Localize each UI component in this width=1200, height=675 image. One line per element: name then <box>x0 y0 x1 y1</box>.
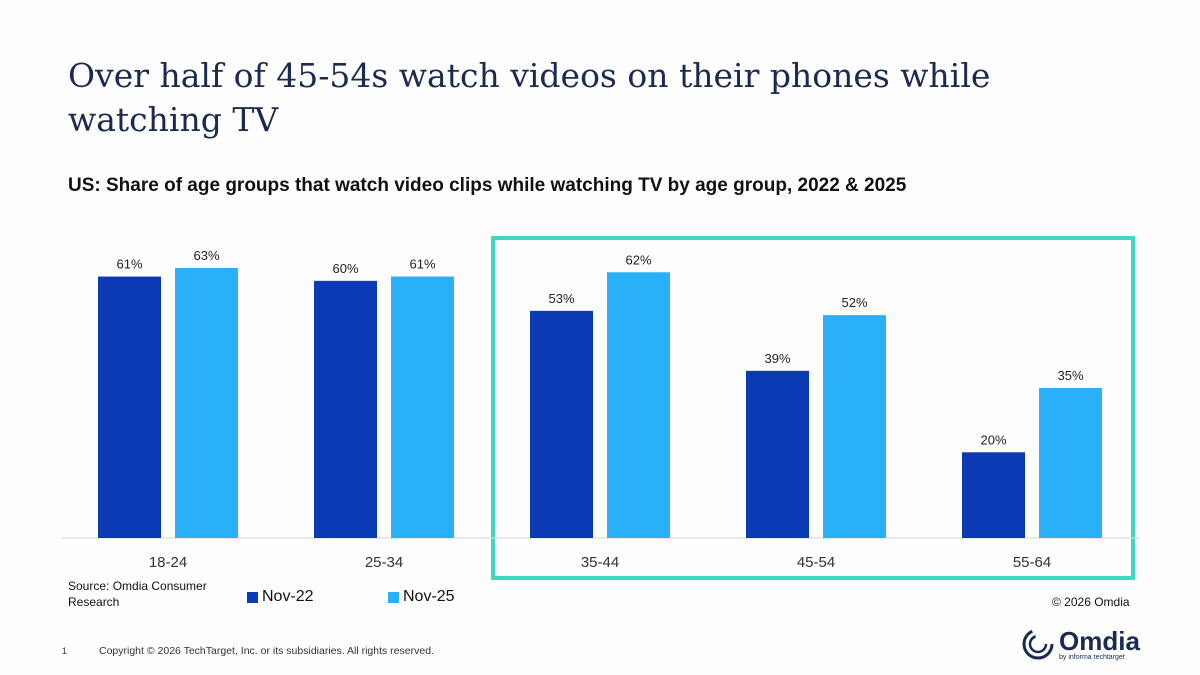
data-label: 61% <box>409 257 435 272</box>
bar-nov-22-55-64 <box>962 452 1025 538</box>
data-label: 61% <box>116 257 142 272</box>
chart-title: US: Share of age groups that watch video… <box>68 175 907 196</box>
legend-item-nov22: Nov-22 <box>247 588 314 606</box>
omdia-logo: Omdia by informa techtarget <box>1020 626 1140 662</box>
x-tick-label: 45-54 <box>797 554 835 571</box>
logo-tagline: by informa techtarget <box>1059 653 1125 661</box>
legend-swatch <box>388 591 399 603</box>
data-label: 63% <box>193 248 219 263</box>
copyright-text: Copyright © 2026 TechTarget, Inc. or its… <box>99 645 434 657</box>
x-tick-label: 35-44 <box>581 554 619 571</box>
bar-nov-22-35-44 <box>530 310 593 538</box>
bar-nov-22-45-54 <box>746 370 809 538</box>
x-tick-label: 55-64 <box>1013 554 1051 571</box>
highlight-box <box>491 236 1135 580</box>
data-label: 62% <box>625 252 651 267</box>
legend-label: Nov-22 <box>262 588 314 605</box>
bar-nov-25-25-34 <box>391 276 454 538</box>
x-tick-label: 25-34 <box>365 554 403 571</box>
page-number: 1 <box>62 646 68 656</box>
data-label: 60% <box>332 261 358 276</box>
slide-title: Over half of 45-54s watch videos on thei… <box>68 56 991 139</box>
omdia-copyright: © 2026 Omdia <box>1052 595 1130 609</box>
bar-nov-25-45-54 <box>823 315 886 538</box>
data-label: 20% <box>980 432 1006 447</box>
legend-item-nov25: Nov-25 <box>388 588 455 606</box>
legend-swatch <box>247 591 258 603</box>
data-label: 53% <box>548 291 574 306</box>
bar-nov-25-35-44 <box>607 272 670 538</box>
bar-nov-22-18-24 <box>98 276 161 538</box>
logo-wordmark: Omdia <box>1059 625 1140 656</box>
x-tick-label: 18-24 <box>149 554 187 571</box>
omdia-logo-icon <box>1022 628 1054 660</box>
source-note: Source: Omdia Consumer Research <box>68 579 207 609</box>
bar-nov-25-18-24 <box>175 267 238 538</box>
data-label: 39% <box>764 351 790 366</box>
data-label: 35% <box>1057 368 1083 383</box>
bar-nov-22-25-34 <box>314 280 377 538</box>
bar-nov-25-55-64 <box>1039 387 1102 538</box>
legend-label: Nov-25 <box>403 588 455 605</box>
data-label: 52% <box>841 295 867 310</box>
